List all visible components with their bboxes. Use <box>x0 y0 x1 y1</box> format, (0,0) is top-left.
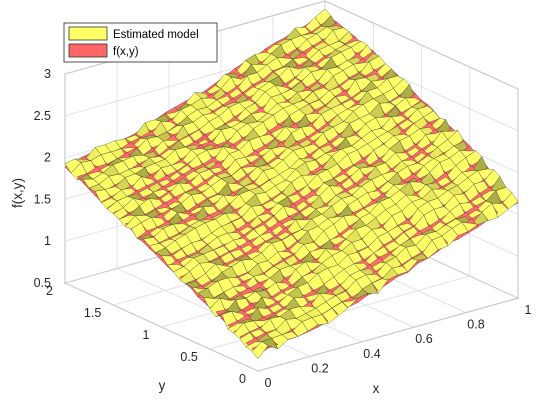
legend-swatch-estimated-model <box>68 26 108 41</box>
z-tick-label: 1.5 <box>34 192 51 206</box>
surface-mesh <box>64 8 519 360</box>
z-tick-label: 2.5 <box>34 109 51 123</box>
x-tick-label: 0.8 <box>467 318 484 332</box>
legend[interactable]: Estimated model f(x,y) <box>63 22 218 63</box>
y-tick-label: 1 <box>143 328 150 342</box>
x-tick-label: 0.6 <box>415 332 432 346</box>
z-tick-label: 1 <box>44 234 51 248</box>
z-tick-label: 0.5 <box>34 276 51 290</box>
x-tick-label: 0 <box>265 376 272 390</box>
x-tick-label: 0.4 <box>363 347 380 361</box>
x-tick-label: 1 <box>525 303 532 317</box>
y-axis-label: y <box>159 378 166 393</box>
y-tick-label: 0.5 <box>180 350 197 364</box>
x-tick-label: 0.2 <box>311 361 328 375</box>
legend-label-f-xy: f(x,y) <box>113 46 139 58</box>
y-tick-label: 1.5 <box>84 306 101 320</box>
legend-label-estimated-model: Estimated model <box>113 29 199 41</box>
tick-labels: 0.5 1 1.5 2 2.5 3 0 0.5 1 1.5 2 0 0.2 0.4 0.6 0.8 1 <box>34 67 532 390</box>
legend-swatch-f-xy <box>68 43 108 58</box>
z-tick-label: 3 <box>44 67 51 81</box>
z-tick-label: 2 <box>44 151 51 165</box>
x-axis-label: x <box>373 381 380 396</box>
y-tick-label: 0 <box>239 372 246 386</box>
z-axis-label: f(x,y) <box>10 178 25 208</box>
surface-cell-estimated-model <box>251 341 269 360</box>
y-tick-label: 2 <box>46 284 53 298</box>
